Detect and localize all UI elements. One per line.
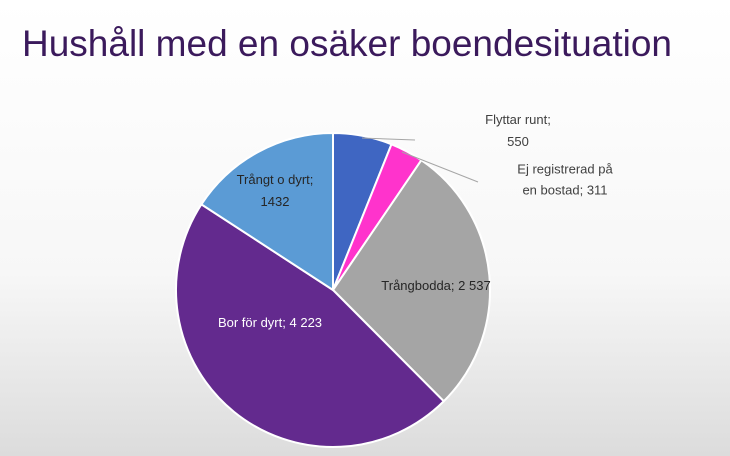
labels: Flyttar runt; 550 Ej registrerad på en bost…: [218, 112, 614, 330]
category-label: en bostad: [522, 183, 579, 198]
pie: [175, 131, 491, 448]
pie-slice: [331, 158, 491, 403]
label-separator: ;: [282, 315, 286, 330]
data-label: Trångt o dyrt; 1432: [237, 172, 314, 209]
label-separator: ;: [580, 183, 584, 198]
label-line: Trångt o dyrt;: [237, 172, 314, 187]
category-label: Flyttar runt: [485, 112, 548, 127]
label-line: 1432: [261, 194, 290, 209]
label-line: 550: [507, 134, 529, 149]
data-label: Ej registrerad på en bostad; 311: [517, 162, 613, 198]
pie-slice: [175, 202, 446, 448]
label-separator: ;: [310, 172, 314, 187]
value-label: 550: [507, 134, 529, 149]
label-separator: ;: [547, 112, 551, 127]
category-label: Trångt o dyrt: [237, 172, 311, 187]
category-label: Bor för dyrt: [218, 315, 283, 330]
value-label: 1432: [261, 194, 290, 209]
value-label: 311: [587, 183, 608, 198]
data-label: Trångbodda; 2 537: [381, 278, 490, 293]
label-line: en bostad; 311: [522, 183, 607, 198]
leader-line: [361, 137, 416, 141]
value-label: 2 537: [458, 278, 491, 293]
label-line: Bor för dyrt; 4 223: [218, 315, 322, 330]
chart-title: Hushåll med en osäker boendesituation: [22, 23, 672, 64]
pie-slice: [200, 131, 334, 292]
data-label: Bor för dyrt; 4 223: [218, 315, 322, 330]
label-line: Ej registrerad på: [517, 162, 613, 177]
label-separator: ;: [451, 278, 455, 293]
label-line: Flyttar runt;: [485, 112, 551, 127]
category-label: Ej registrerad på: [517, 162, 613, 177]
leader-line: [401, 151, 479, 183]
value-label: 4 223: [290, 315, 323, 330]
category-label: Trångbodda: [381, 278, 451, 293]
label-line: Trångbodda; 2 537: [381, 278, 490, 293]
data-label: Flyttar runt; 550: [485, 112, 551, 149]
